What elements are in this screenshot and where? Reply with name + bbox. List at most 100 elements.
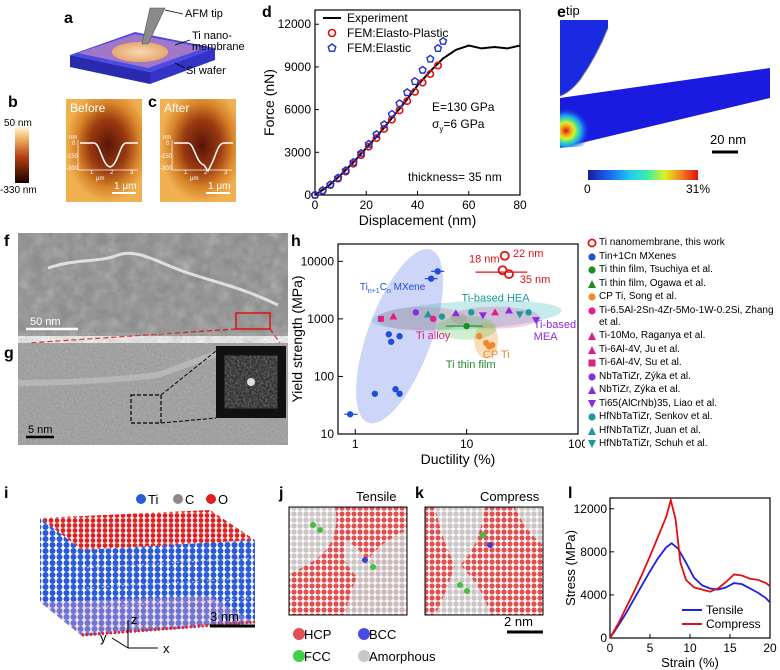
- l-ytick-label-3: 12000: [574, 502, 608, 516]
- h-legend-text: Tin+1Cn MXenes: [599, 250, 677, 262]
- afm-before-profile: [80, 142, 138, 168]
- e-cb-min: 0: [584, 182, 591, 196]
- d-point-elastic: [410, 76, 420, 86]
- afm-c-xtick-0: 1: [184, 170, 188, 176]
- l-ytick-label-1: 4000: [580, 588, 607, 602]
- h-annot-film: Ti thin film: [446, 359, 496, 371]
- panel-label-e: e: [557, 4, 566, 21]
- d-point-elastoplastic: [364, 142, 373, 151]
- d-point-elastic: [333, 173, 343, 182]
- d-point-elastic: [318, 185, 327, 195]
- d-point-elastoplastic: [380, 124, 389, 133]
- afm-after-image: [160, 99, 236, 202]
- legend-ti-dot: [136, 494, 146, 504]
- e-cb-max: 31%: [686, 182, 711, 196]
- h-point-mxene: [396, 333, 403, 340]
- afm-b-xtick-2: 3: [130, 170, 134, 176]
- i-legend-o: O: [218, 492, 229, 507]
- h-legend-text: Ti-6Al-4V, Ju et al.: [599, 343, 680, 355]
- h-point-mxene: [396, 390, 403, 397]
- legend-bcc: BCC: [369, 627, 397, 642]
- h-legend-text: Ti-10Mo, Raganya et al.: [599, 330, 706, 341]
- h-point-cpti: [489, 341, 496, 349]
- d-point-elastoplastic: [410, 87, 419, 96]
- tem-f-crack: [47, 251, 279, 307]
- afm-colorbar: [15, 125, 29, 183]
- afm-after-title: After: [164, 101, 190, 115]
- d-ytick-label-4: 12000: [278, 17, 312, 31]
- d-point-elastoplastic: [418, 78, 427, 87]
- h-legend-marker: [585, 251, 599, 262]
- h-legend-marker: [585, 384, 599, 395]
- i-legend-c: C: [185, 492, 195, 507]
- i-axis-z: z: [131, 612, 138, 627]
- h-region-alloy: [377, 306, 468, 331]
- h-point-mxene: [385, 331, 392, 338]
- axes-triad: [111, 620, 158, 649]
- d-point-elastic: [418, 65, 427, 74]
- panel-label-j: j: [279, 485, 284, 502]
- d-ytick-label-0: 0: [304, 188, 311, 202]
- panel-label-k: k: [415, 485, 424, 502]
- h-legend-text: Ti thin film, Tsuchiya et al.: [599, 264, 713, 275]
- panels-bc-afm: [15, 99, 236, 202]
- h-legend-marker: [585, 411, 599, 422]
- panel-a-schematic: [70, 7, 215, 84]
- h-legend-marker: [585, 330, 599, 341]
- afm-after-inset-xunit: μm: [190, 176, 199, 182]
- h-legend-marker: [585, 264, 599, 275]
- d-point-elastic: [356, 148, 366, 157]
- l-xtick-label-1: 5: [647, 641, 654, 655]
- h-point-hea: [532, 317, 541, 325]
- h-legend-text: HfNbTaTiZr, Juan et al.: [599, 424, 701, 436]
- h-ytick-label-0: 10: [321, 427, 335, 441]
- fem-colorbar: [588, 170, 698, 180]
- h-xtick-label-0: 1: [352, 437, 359, 451]
- d-annot-E: E=130 GPa: [432, 100, 495, 114]
- afm-c-ytick-1: -150: [160, 154, 173, 160]
- d-point-elastic: [310, 190, 320, 199]
- h-point-hea: [424, 310, 433, 318]
- afm-c-ytick-0: 0: [166, 141, 170, 147]
- h-legend-marker: [585, 305, 599, 316]
- h-point-hea: [429, 315, 437, 323]
- h-legend-marker: [585, 291, 599, 302]
- d-ytick-label-2: 6000: [284, 103, 311, 117]
- h-legend-marker: [585, 371, 599, 382]
- afm-b-xtick-1: 2: [110, 170, 114, 176]
- h-point-thiswork: [499, 250, 510, 261]
- d-xtick-label-0: 0: [312, 198, 319, 212]
- h-legend-text: Ti nanomembrane, this work: [599, 237, 725, 248]
- afm-before-inset-unit: nm: [69, 135, 78, 141]
- membrane-label: Ti nano- membrane: [192, 30, 245, 53]
- h-point-hea: [478, 312, 487, 320]
- h-annot-35: 35 nm: [520, 274, 551, 286]
- panel-e-fem: [560, 20, 770, 180]
- h-point-hea: [468, 309, 475, 316]
- afm-b-ytick-2: -300: [66, 166, 79, 172]
- d-point-elastoplastic: [372, 134, 381, 143]
- h-xtick-label-2: 100: [568, 437, 585, 451]
- d-xtick-label-1: 20: [360, 198, 374, 212]
- slab-side: [40, 518, 82, 636]
- h-annot-cpti: CP Ti: [483, 349, 510, 361]
- h-legend-row-7: Ti-6Al-4V, Ju et al.: [585, 344, 777, 356]
- f-scale-label: 50 nm: [30, 316, 61, 328]
- panel-label-d: d: [262, 4, 272, 21]
- i-legend-ti: Ti: [148, 492, 159, 507]
- h-point-thiswork: [504, 269, 514, 279]
- h-legend-row-8: Ti-6Al-4V, Su et al.: [585, 357, 777, 369]
- h-legend-text: NbTaTiZr, Zýka et al.: [599, 370, 691, 382]
- k-scale-label: 2 nm: [504, 614, 533, 629]
- h-ytick-label-3: 10000: [301, 254, 335, 268]
- h-legend-text: HfNbTaTiZr, Schuh et al.: [599, 438, 708, 449]
- afm-after-scale: 1 μm: [208, 181, 231, 192]
- wafer-front: [70, 55, 150, 84]
- h-legend-marker: [585, 398, 599, 409]
- d-point-elastic: [438, 36, 448, 45]
- d-xtick-label-3: 60: [462, 198, 476, 212]
- d-point-elastoplastic: [426, 70, 435, 79]
- d-point-elastic: [349, 157, 358, 166]
- h-legend-marker: [585, 425, 599, 436]
- d-point-elastic: [402, 88, 412, 97]
